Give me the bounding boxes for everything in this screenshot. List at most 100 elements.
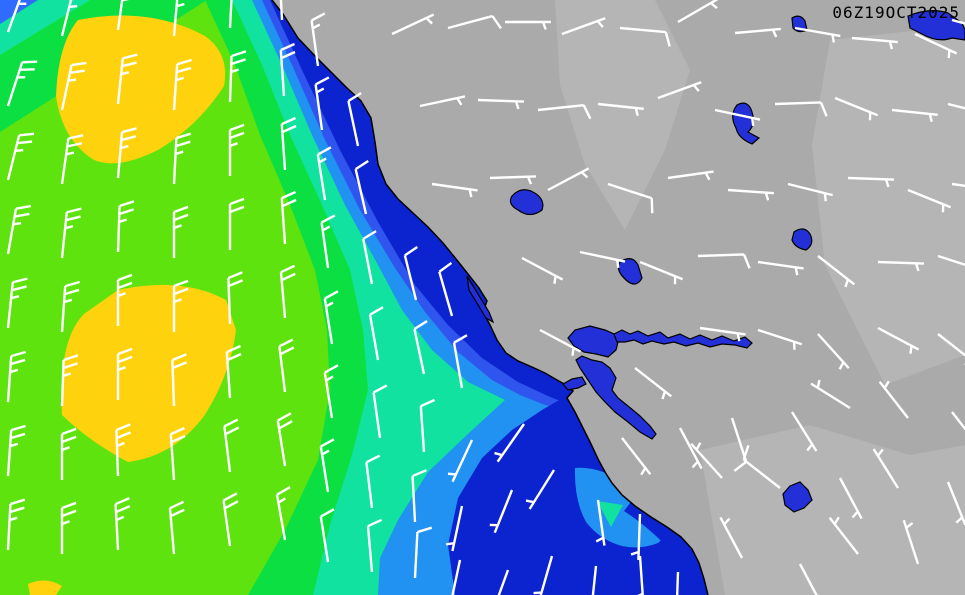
wind-barb <box>6 498 26 551</box>
wind-barb <box>279 42 296 97</box>
valley-flat-overlay <box>812 25 965 385</box>
water-body-san-luis-reservoir <box>782 481 813 513</box>
wind-barb <box>834 96 879 121</box>
wind-barb <box>323 364 339 419</box>
coastline <box>271 0 709 595</box>
wind-barb <box>403 245 418 301</box>
wind-barb <box>639 260 684 285</box>
wind-barb <box>828 516 859 555</box>
wind-barb <box>319 438 335 493</box>
wind-barb <box>6 0 27 33</box>
wind-barb <box>505 20 551 30</box>
wind-barb <box>276 412 293 467</box>
wind-barb <box>525 469 556 510</box>
wind-barb <box>667 170 714 181</box>
wind-barb <box>521 256 564 284</box>
wind-barb <box>690 442 723 479</box>
wind-barb <box>742 445 781 489</box>
wind-barb <box>714 108 761 126</box>
ocean-region-gold-maximum-north <box>56 15 226 164</box>
wind-barb <box>937 333 965 365</box>
wind-barb <box>727 188 774 201</box>
wind-barb <box>60 61 87 111</box>
wind-barb <box>419 95 466 108</box>
wind-barb <box>6 60 38 107</box>
wind-barb <box>447 439 474 483</box>
wind-barb <box>316 146 332 201</box>
wind-barb <box>878 380 909 419</box>
water-body-golden-gate-strait <box>562 376 587 391</box>
wind-barb <box>172 58 192 111</box>
wind-barb <box>951 411 965 431</box>
wind-barb <box>697 253 751 269</box>
wind-barb <box>630 513 642 561</box>
wind-barb <box>794 26 841 43</box>
wind-barb <box>677 0 719 24</box>
wind-barb <box>946 481 965 526</box>
wind-barb <box>60 427 77 480</box>
wind-barb-field <box>6 0 965 595</box>
wind-barb <box>539 328 582 356</box>
wind-barb <box>591 565 598 595</box>
wind-barb <box>413 320 428 375</box>
water-body-lake-east-mid <box>791 228 813 251</box>
wind-barb <box>222 492 239 547</box>
wind-barb <box>279 0 284 21</box>
wind-barb <box>116 0 130 31</box>
wind-barb <box>280 116 297 171</box>
wind-barb <box>228 197 245 250</box>
water-body-lake-berryessa <box>732 102 761 145</box>
wind-barb <box>951 18 965 25</box>
water-body-tomales-bay <box>466 275 495 324</box>
wind-barb <box>494 423 525 463</box>
wind-barb <box>533 555 554 595</box>
wind-barb <box>447 14 503 30</box>
wind-barb <box>279 264 296 319</box>
wind-barb <box>452 334 468 389</box>
ocean-region-corner-blue-northwest <box>0 0 38 24</box>
water-body-sf-bay-central-south <box>575 355 657 440</box>
wind-barb <box>6 424 26 477</box>
wind-barb <box>595 499 606 546</box>
wind-barb <box>597 102 644 117</box>
wind-barb <box>391 13 435 36</box>
wind-barb <box>116 53 138 105</box>
wind-barb <box>497 569 510 595</box>
wind-barb <box>438 261 454 317</box>
wind-barb <box>365 454 381 509</box>
wind-barb <box>60 354 79 407</box>
wind-barb <box>637 555 644 595</box>
water-body-lake-topright-large <box>907 10 965 41</box>
wind-barb <box>60 501 77 554</box>
wind-barb <box>310 12 326 67</box>
wind-barb <box>354 160 369 215</box>
wind-barb <box>6 204 31 255</box>
ocean-region-gold-maximum-central <box>61 284 236 462</box>
water-body-delta-channels <box>613 329 753 349</box>
wind-barb <box>451 559 462 595</box>
wind-barb <box>347 92 362 147</box>
wind-barb <box>619 26 671 47</box>
wind-barb <box>446 505 464 552</box>
wind-barb <box>116 127 137 179</box>
wind-barb <box>817 255 855 288</box>
wind-barb <box>790 411 818 452</box>
wind-barb <box>372 384 388 439</box>
wind-barb <box>168 500 185 555</box>
wind-barb <box>621 437 652 476</box>
water-body-lake-north-2 <box>617 258 643 285</box>
wind-barb <box>60 207 82 259</box>
wind-barb <box>634 367 672 400</box>
wind-barb <box>937 254 965 267</box>
wind-barb <box>579 250 626 268</box>
wind-barb <box>547 167 590 192</box>
wind-barb <box>730 417 748 472</box>
wind-barb <box>607 182 654 214</box>
wind-barb <box>228 123 245 176</box>
wind-barb <box>810 379 851 410</box>
valley-flat-overlay <box>555 0 690 230</box>
water-body-lake-north-1 <box>509 189 544 216</box>
wind-barb <box>907 188 952 213</box>
wind-barb <box>114 497 131 551</box>
